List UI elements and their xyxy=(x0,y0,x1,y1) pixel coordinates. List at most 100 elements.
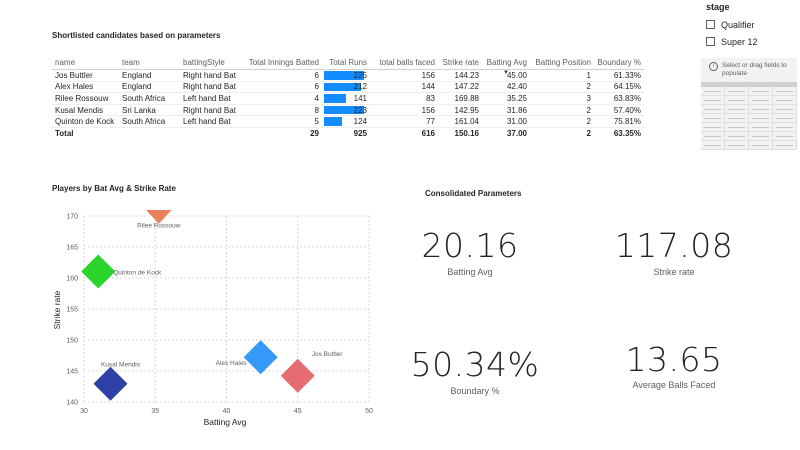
total-boundary: 63.35% xyxy=(594,126,644,140)
cell-team: England xyxy=(119,81,180,94)
col-header-batting-style[interactable]: battingStyle xyxy=(180,55,240,70)
col-header-runs[interactable]: Total Runs xyxy=(322,55,370,70)
table-row[interactable]: Kusal Mendis Sri Lanka Right hand Bat 8 223 1… xyxy=(52,104,644,117)
cell-innings: 8 xyxy=(240,104,322,117)
cell-innings: 4 xyxy=(240,92,322,105)
col-header-batting-avg[interactable]: Batting Avg ▼ xyxy=(482,55,530,76)
checkbox-qualifier[interactable] xyxy=(706,20,715,29)
y-tick-label: 170 xyxy=(66,214,78,221)
cell-batting-avg: 31.86 xyxy=(482,104,530,117)
cell-batting-avg: 35.25 xyxy=(482,92,530,105)
cell-team: South Africa xyxy=(119,92,180,105)
scatter-title: Players by Bat Avg & Strike Rate xyxy=(52,184,176,193)
col-header-name[interactable]: name xyxy=(52,55,119,70)
cell-batting-avg: 31.00 xyxy=(482,115,530,128)
cell-batting-position: 1 xyxy=(530,69,594,82)
point-label: Kusal Mendis xyxy=(101,362,141,369)
cell-balls: 77 xyxy=(370,115,438,128)
y-tick-label: 150 xyxy=(66,338,78,345)
placeholder-hint-text: Select or drag fields to populate xyxy=(722,62,787,77)
total-batting-position: 2 xyxy=(530,126,594,140)
cell-balls: 156 xyxy=(370,69,438,82)
cell-name: Rilee Rossouw xyxy=(52,92,119,105)
cell-strike-rate: 144.23 xyxy=(438,69,482,82)
scatter-point[interactable] xyxy=(93,366,128,401)
col-header-strike-rate[interactable]: Strike rate xyxy=(438,55,482,70)
cell-boundary: 63.83% xyxy=(594,92,644,105)
card-strike-rate-value: 117.08 xyxy=(614,226,734,265)
cell-runs: 223 xyxy=(322,104,370,117)
total-style xyxy=(180,126,240,140)
y-tick-label: 155 xyxy=(66,307,78,314)
point-label: Alex Hales xyxy=(216,360,248,367)
card-batting-avg-value: 20.16 xyxy=(421,226,519,265)
cell-batting-style: Left hand Bat xyxy=(180,115,240,128)
col-header-innings[interactable]: Total Innings Batted xyxy=(240,55,322,70)
table-title: Shortlisted candidates based on paramete… xyxy=(52,31,221,40)
col-header-balls[interactable]: total balls faced xyxy=(370,55,438,70)
cell-name: Alex Hales xyxy=(52,81,119,94)
slicer-option-super-12[interactable]: Super 12 xyxy=(706,33,798,50)
table-header-row: name team battingStyle Total Innings Bat… xyxy=(52,55,644,76)
x-axis-label: Batting Avg xyxy=(204,417,247,427)
cell-innings: 6 xyxy=(240,69,322,82)
col-header-boundary[interactable]: Boundary % xyxy=(594,55,644,70)
cell-name: Jos Buttler xyxy=(52,69,119,82)
x-tick-label: 30 xyxy=(80,408,88,415)
empty-visual-placeholder[interactable]: i Select or drag fields to populate xyxy=(701,58,797,150)
scatter-point[interactable] xyxy=(243,340,278,375)
cell-batting-avg: 42.40 xyxy=(482,81,530,94)
table-row[interactable]: Jos Buttler England Right hand Bat 6 225 156 1… xyxy=(52,69,644,82)
scatter-point[interactable] xyxy=(146,210,172,224)
total-innings: 29 xyxy=(240,126,322,140)
cell-batting-position: 2 xyxy=(530,115,594,128)
y-tick-label: 165 xyxy=(66,245,78,252)
cell-batting-avg: 45.00 xyxy=(482,69,530,82)
slicer-title: stage xyxy=(706,2,730,12)
cell-boundary: 57.40% xyxy=(594,104,644,117)
x-tick-label: 35 xyxy=(151,408,159,415)
total-team xyxy=(119,126,180,140)
runs-data-bar xyxy=(324,71,364,80)
cell-strike-rate: 142.95 xyxy=(438,104,482,117)
point-label: Rilee Rossouw xyxy=(137,223,181,230)
cell-team: South Africa xyxy=(119,115,180,128)
cell-batting-style: Right hand Bat xyxy=(180,81,240,94)
scatter-point[interactable] xyxy=(81,254,116,289)
total-runs: 925 xyxy=(322,126,370,140)
placeholder-table-icon xyxy=(701,82,797,150)
cell-runs: 141 xyxy=(322,92,370,105)
cell-balls: 156 xyxy=(370,104,438,117)
slicer-option-label: Super 12 xyxy=(721,36,758,47)
cell-boundary: 61.33% xyxy=(594,69,644,82)
slicer-option-qualifier[interactable]: Qualifier xyxy=(706,16,798,33)
y-tick-label: 145 xyxy=(66,369,78,376)
cell-team: Sri Lanka xyxy=(119,104,180,117)
sort-descending-icon: ▼ xyxy=(503,70,509,76)
table-row[interactable]: Alex Hales England Right hand Bat 6 212 144 14… xyxy=(52,81,644,94)
consolidated-title: Consolidated Parameters xyxy=(425,189,522,198)
cell-team: England xyxy=(119,69,180,82)
cell-strike-rate: 161.04 xyxy=(438,115,482,128)
cell-name: Kusal Mendis xyxy=(52,104,119,117)
card-avg-balls-label: Average Balls Faced xyxy=(632,380,716,390)
col-header-team[interactable]: team xyxy=(119,55,180,70)
cell-boundary: 75.81% xyxy=(594,115,644,128)
slicer-option-label: Qualifier xyxy=(721,19,755,30)
scatter-chart[interactable]: 30 35 40 45 50 140 145 150 155 160 165 170 Jos Butt… xyxy=(52,210,382,435)
scatter-point[interactable] xyxy=(280,358,315,393)
table-total-row: Total 29 925 616 150.16 37.00 2 63.35% xyxy=(52,126,644,140)
checkbox-super-12[interactable] xyxy=(706,37,715,46)
col-header-batting-avg-label: Batting Avg xyxy=(486,57,527,67)
info-icon: i xyxy=(709,62,718,71)
y-axis-label: Strike rate xyxy=(52,290,62,329)
stage-slicer: stage Qualifier Super 12 xyxy=(706,2,798,50)
cell-runs: 225 xyxy=(322,69,370,82)
col-header-batting-position[interactable]: Batting Position xyxy=(530,55,594,70)
runs-value: 223 xyxy=(353,105,367,115)
candidates-table[interactable]: name team battingStyle Total Innings Bat… xyxy=(52,55,644,140)
table-row[interactable]: Rilee Rossouw South Africa Left hand Bat 4 1… xyxy=(52,92,644,105)
x-tick-label: 45 xyxy=(294,408,302,415)
runs-data-bar xyxy=(324,94,347,103)
table-row[interactable]: Quinton de Kock South Africa Left hand Bat… xyxy=(52,115,644,128)
